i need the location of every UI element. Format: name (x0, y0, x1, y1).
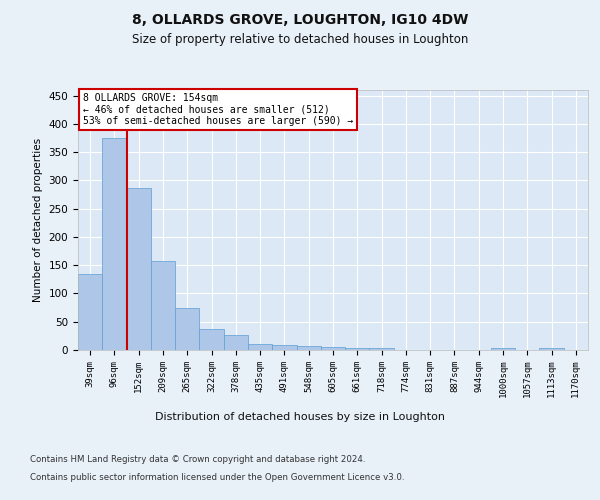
Y-axis label: Number of detached properties: Number of detached properties (33, 138, 43, 302)
Bar (248, 344, 272, 350)
Bar (151, 260, 175, 350)
Text: Contains public sector information licensed under the Open Government Licence v3: Contains public sector information licen… (30, 472, 404, 482)
Bar (370, 348, 394, 350)
Bar (127, 188, 151, 350)
Text: Distribution of detached houses by size in Loughton: Distribution of detached houses by size … (155, 412, 445, 422)
Bar (345, 348, 370, 350)
Bar (296, 346, 321, 350)
Text: Contains HM Land Registry data © Crown copyright and database right 2024.: Contains HM Land Registry data © Crown c… (30, 455, 365, 464)
Bar (272, 346, 296, 350)
Text: Size of property relative to detached houses in Loughton: Size of property relative to detached ho… (132, 32, 468, 46)
Bar (175, 308, 199, 350)
Bar (224, 334, 248, 350)
Text: 8, OLLARDS GROVE, LOUGHTON, IG10 4DW: 8, OLLARDS GROVE, LOUGHTON, IG10 4DW (132, 12, 468, 26)
Bar (199, 328, 224, 350)
Bar (321, 347, 345, 350)
Bar (102, 138, 127, 350)
Bar (491, 348, 515, 350)
Text: 8 OLLARDS GROVE: 154sqm
← 46% of detached houses are smaller (512)
53% of semi-d: 8 OLLARDS GROVE: 154sqm ← 46% of detache… (83, 92, 353, 126)
Bar (539, 348, 564, 350)
Bar (78, 274, 102, 350)
